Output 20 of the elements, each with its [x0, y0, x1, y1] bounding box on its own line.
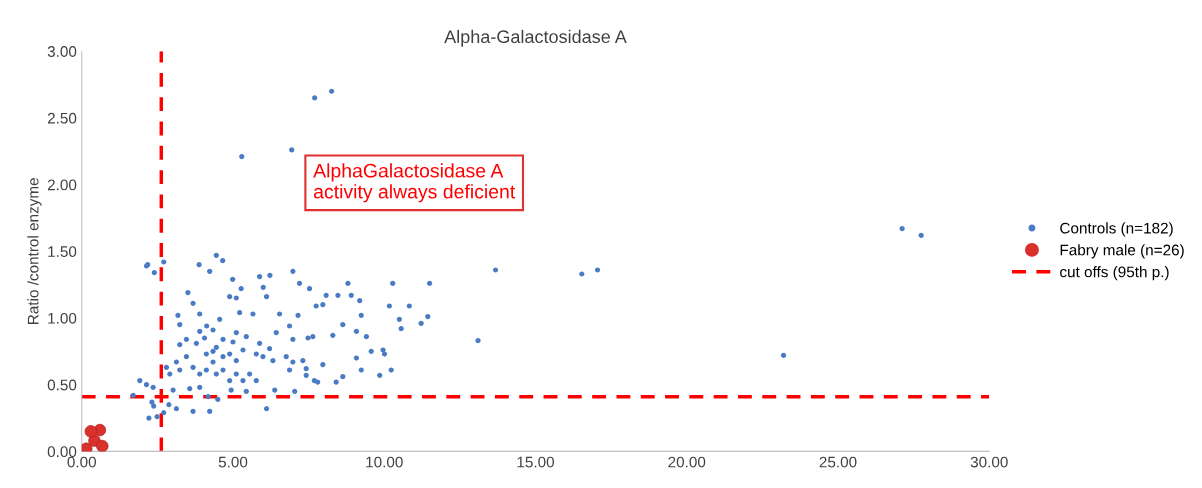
y-tick-label: 0.50 — [47, 379, 77, 391]
x-tick-label: 0.00 — [67, 456, 97, 468]
x-tick-label: 5.00 — [218, 456, 248, 468]
y-axis-title: Ratio /control enzyme — [27, 178, 42, 324]
y-tick-label: 2.50 — [47, 112, 77, 124]
y-tick-label: 2.00 — [47, 179, 77, 191]
y-tick-label: 1.50 — [48, 246, 77, 258]
x-tick-label: 30.00 — [970, 456, 1008, 468]
annotation: AlphaGalactosidase A activity always deficient — [313, 163, 516, 203]
chart-title: Alpha-Galactosidase A — [444, 29, 627, 47]
legend-label: cut offs (95th p.) — [1060, 266, 1169, 281]
legend-label: Controls (n=182) — [1060, 222, 1173, 237]
x-tick-label: 10.00 — [366, 456, 403, 468]
x-tick-label: 15.00 — [517, 456, 555, 468]
x-tick-label: 20.00 — [668, 456, 706, 468]
y-tick-label: 3.00 — [47, 46, 77, 57]
legend-label: Fabry male (n=26) — [1060, 244, 1184, 259]
y-tick-label: 0.00 — [47, 446, 77, 458]
x-tick-label: 25.00 — [819, 456, 857, 468]
y-tick-label: 1.00 — [48, 312, 77, 324]
